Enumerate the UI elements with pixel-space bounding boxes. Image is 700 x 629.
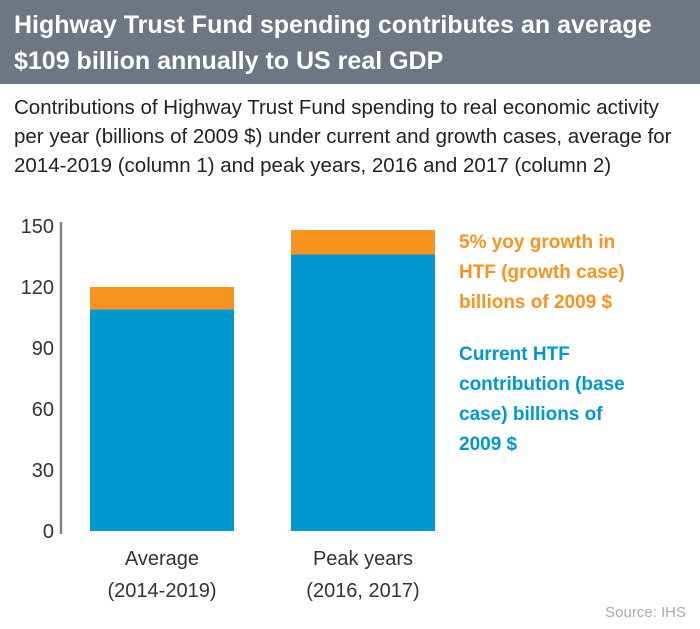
legend-label: billions of 2009 $ <box>459 292 613 313</box>
y-tick-label: 120 <box>21 277 54 299</box>
y-tick-label: 30 <box>32 460 54 482</box>
y-tick-label: 150 <box>21 216 54 238</box>
bar-growth-1 <box>291 230 435 255</box>
legend-label: 2009 $ <box>459 434 518 455</box>
legend-label: case) billions of <box>459 404 603 425</box>
x-category-label: (2014-2019) <box>108 580 217 602</box>
legend-label: HTF (growth case) <box>459 262 625 283</box>
legend-label: Current HTF <box>459 344 570 365</box>
bar-growth-0 <box>90 287 234 310</box>
x-category-label: (2016, 2017) <box>306 580 419 602</box>
x-category-label: Peak years <box>313 548 413 570</box>
header-title: Highway Trust Fund spending contributes … <box>0 0 700 84</box>
legend-label: contribution (base <box>459 374 625 395</box>
bar-base-1 <box>291 254 435 531</box>
legend-label: 5% yoy growth in <box>459 232 615 253</box>
source-note: Source: IHS <box>605 604 686 621</box>
chart-subtitle: Contributions of Highway Trust Fund spen… <box>14 96 672 177</box>
y-tick-label: 90 <box>32 338 54 360</box>
x-category-label: Average <box>125 548 199 570</box>
y-tick-label: 60 <box>32 399 54 421</box>
bar-base-0 <box>90 309 234 531</box>
y-tick-label: 0 <box>43 521 54 543</box>
